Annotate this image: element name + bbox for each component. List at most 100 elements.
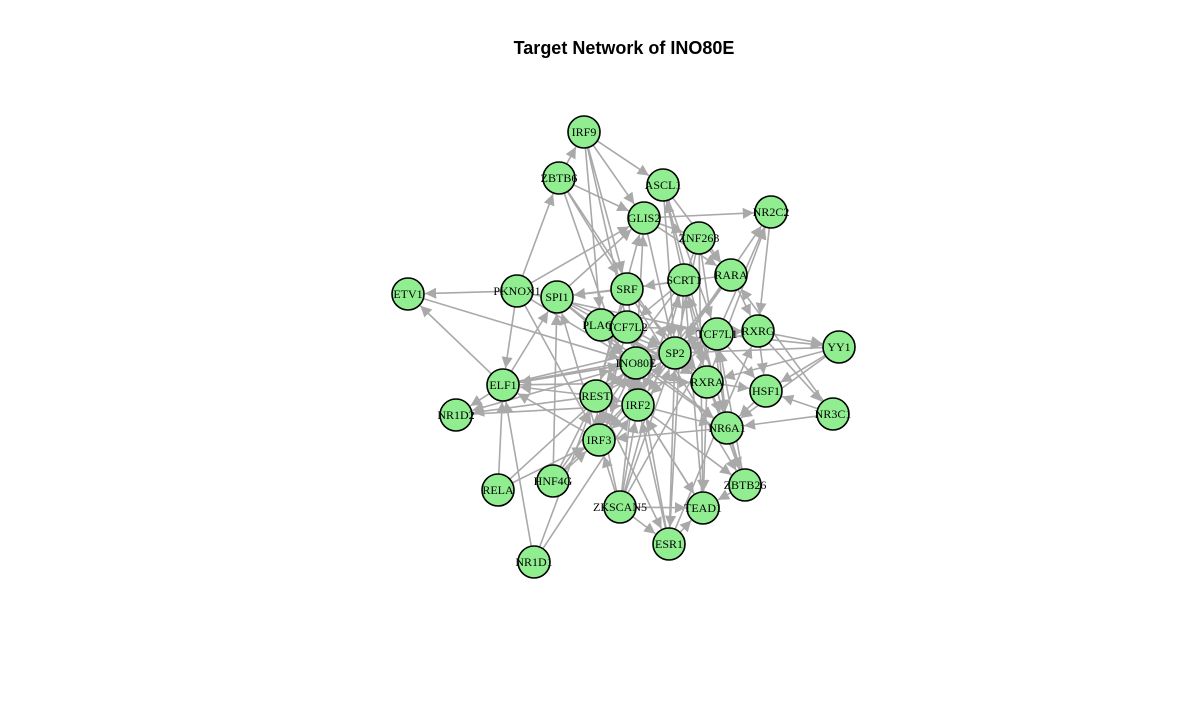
node-irf2[interactable]: IRF2 — [621, 388, 655, 422]
node-nr1d2[interactable]: NR1D2 — [437, 398, 475, 432]
edge-rxrg-to-yy1 — [773, 333, 823, 348]
node-circle — [682, 221, 716, 255]
edge-zbtb6-to-glis2 — [573, 184, 629, 212]
node-circle — [621, 388, 655, 422]
edge-zbtb26-to-tead1 — [717, 489, 732, 501]
node-label: NR1D1 — [515, 555, 552, 569]
node-circle — [439, 398, 473, 432]
node-circle — [619, 346, 653, 380]
edge-glis2-to-sp2 — [646, 233, 675, 337]
edge-rest-to-irf2 — [609, 393, 622, 405]
node-circle — [741, 314, 775, 348]
edge-elf1-to-etv1 — [419, 305, 492, 375]
edge-tead1-to-scrt1 — [680, 296, 703, 493]
node-scrt1[interactable]: SCRT1 — [666, 263, 702, 297]
edge-zkscan5-to-scrt1 — [623, 296, 682, 492]
node-nr1d1[interactable]: NR1D1 — [515, 545, 553, 579]
node-label: ZKSCAN5 — [593, 500, 647, 514]
edge-srf-to-spi1 — [573, 288, 612, 300]
node-rela[interactable]: RELA — [481, 473, 515, 507]
node-label: PKNOX1 — [493, 284, 540, 298]
edge-yy1-to-rxra — [723, 350, 824, 381]
node-circle — [517, 545, 551, 579]
node-hnf4g[interactable]: HNF4G — [534, 464, 573, 498]
node-zbtb6[interactable]: ZBTB6 — [541, 161, 578, 195]
node-circle — [714, 258, 748, 292]
node-znf263[interactable]: ZNF263 — [679, 221, 720, 255]
node-label: REST — [581, 389, 611, 403]
edge-irf9-to-ascl1 — [596, 140, 650, 177]
edge-hnf4g-to-spi1 — [550, 313, 562, 466]
node-spi1[interactable]: SPI1 — [540, 280, 574, 314]
edge-zbtb26-to-tcf7l1 — [716, 350, 743, 470]
edge-scrt1-to-srf — [643, 279, 669, 291]
node-rxrg[interactable]: RXRG — [741, 314, 775, 348]
edge-irf9-to-srf — [587, 147, 625, 273]
edge-nr3c1-to-rara — [740, 288, 825, 402]
edge-pknox1-to-etv1 — [424, 287, 502, 299]
node-srf[interactable]: SRF — [610, 272, 644, 306]
edge-tead1-to-irf2 — [646, 418, 696, 495]
node-label: ZBTB26 — [724, 478, 767, 492]
node-label: TCF7L2 — [606, 320, 647, 334]
node-circle — [582, 423, 616, 457]
edge-spi1-to-glis2 — [568, 228, 632, 287]
node-label: NR1D2 — [437, 408, 474, 422]
node-label: TEAD1 — [684, 501, 722, 515]
node-nr3c1[interactable]: NR3C1 — [815, 397, 852, 431]
edge-scrt1-to-esr1 — [665, 295, 684, 528]
node-label: SP2 — [665, 346, 684, 360]
node-label: RELA — [482, 483, 514, 497]
node-tcf7l2[interactable]: TCF7L2 — [606, 310, 648, 344]
node-circle — [816, 397, 850, 431]
node-label: NR2C2 — [753, 205, 790, 219]
node-yy1[interactable]: YY1 — [822, 330, 856, 364]
edge-pknox1-to-irf3 — [524, 304, 592, 426]
node-circle — [627, 201, 661, 235]
node-zbtb26[interactable]: ZBTB26 — [724, 468, 767, 502]
edge-rxra-to-nr6a1 — [710, 396, 721, 413]
edge-esr1-to-irf2 — [638, 421, 667, 529]
node-rara[interactable]: RARA — [714, 258, 748, 292]
node-irf3[interactable]: IRF3 — [582, 423, 616, 457]
node-label: SPI1 — [545, 290, 568, 304]
node-rxra[interactable]: RXRA — [690, 365, 724, 399]
edge-elf1-to-nr1d2 — [469, 392, 490, 407]
node-rest[interactable]: REST — [579, 379, 613, 413]
node-nr2c2[interactable]: NR2C2 — [753, 195, 790, 229]
node-hsf1[interactable]: HSF1 — [749, 374, 783, 408]
edge-yy1-to-sp2 — [691, 346, 824, 358]
node-label: HSF1 — [752, 384, 780, 398]
node-sp2[interactable]: SP2 — [658, 336, 692, 370]
node-pknox1[interactable]: PKNOX1 — [493, 274, 541, 308]
node-etv1[interactable]: ETV1 — [391, 277, 425, 311]
node-label: SCRT1 — [666, 273, 701, 287]
node-tcf7l1[interactable]: TCF7L1 — [696, 317, 738, 351]
edge-hnf4g-to-ino80e — [561, 376, 627, 469]
node-label: HNF4G — [534, 474, 573, 488]
node-nr6a1[interactable]: NR6A1 — [708, 411, 746, 445]
node-label: RXRG — [741, 324, 775, 338]
node-tead1[interactable]: TEAD1 — [684, 491, 722, 525]
edge-hnf4g-to-irf3 — [564, 450, 587, 471]
node-elf1[interactable]: ELF1 — [486, 368, 520, 402]
node-circle — [603, 490, 637, 524]
edge-yy1-to-nr6a1 — [740, 355, 827, 419]
node-circle — [536, 464, 570, 498]
node-ascl1[interactable]: ASCL1 — [645, 168, 682, 202]
node-glis2[interactable]: GLIS2 — [627, 201, 661, 235]
node-circle — [481, 473, 515, 507]
node-circle — [686, 491, 720, 525]
edge-irf2-to-nr6a1 — [653, 408, 711, 427]
node-circle — [486, 368, 520, 402]
node-circle — [728, 468, 762, 502]
node-circle — [500, 274, 534, 308]
node-zkscan5[interactable]: ZKSCAN5 — [593, 490, 647, 524]
node-irf9[interactable]: IRF9 — [567, 115, 601, 149]
edge-ascl1-to-tcf7l1 — [667, 199, 713, 319]
node-label: RARA — [714, 268, 748, 282]
node-esr1[interactable]: ESR1 — [652, 527, 686, 561]
edge-nr2c2-to-rxrg — [755, 227, 771, 315]
node-ino80e[interactable]: INO80E — [616, 346, 657, 380]
node-label: ESR1 — [655, 537, 683, 551]
